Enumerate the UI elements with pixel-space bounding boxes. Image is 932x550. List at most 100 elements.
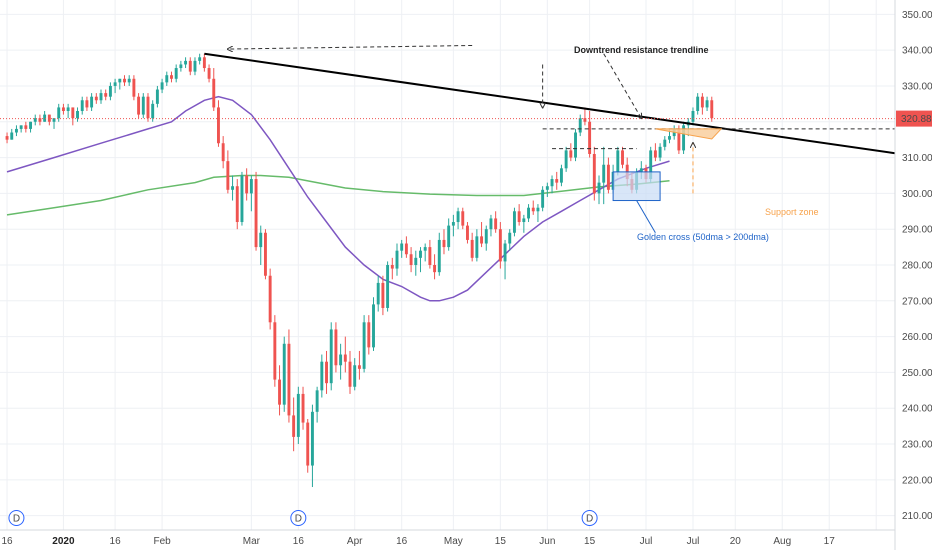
- candle-body: [433, 265, 437, 273]
- time-tick-label: Jul: [687, 536, 700, 547]
- candle-body: [677, 128, 681, 151]
- candle-body: [278, 379, 281, 405]
- candle-body: [376, 282, 380, 305]
- candle-body: [602, 164, 606, 183]
- support-zone-shape: [655, 128, 723, 140]
- candle-body: [99, 93, 103, 101]
- candle-body: [606, 164, 610, 190]
- candle-body: [550, 179, 554, 187]
- candle-body: [357, 365, 361, 369]
- candle-body: [437, 239, 441, 273]
- candle-body: [132, 78, 136, 97]
- candle-body: [38, 118, 42, 122]
- price-tick-label: 210.00: [902, 511, 932, 522]
- candle-body: [348, 361, 352, 387]
- candle-body: [212, 78, 216, 108]
- candle-body: [320, 361, 324, 391]
- candle-body: [306, 422, 310, 466]
- candle-body: [160, 82, 164, 90]
- candle-body: [310, 411, 314, 466]
- candle-body: [221, 143, 225, 162]
- candle-body: [386, 265, 390, 308]
- candle-body: [43, 114, 47, 122]
- candle-body: [71, 107, 75, 119]
- price-tick-label: 220.00: [902, 475, 932, 486]
- candle-body: [569, 150, 573, 158]
- candle-body: [296, 393, 300, 437]
- dividend-badge: [290, 510, 307, 526]
- candle-body: [668, 136, 671, 140]
- candle-body: [658, 146, 662, 158]
- candles-layer: [5, 53, 714, 488]
- candle-body: [334, 329, 338, 366]
- time-axis[interactable]: 16 2020 16 Feb Mar 16 Apr 16 May 15 Jun 15 Jul Jul 20 A…: [0, 529, 895, 547]
- candle-body: [52, 118, 56, 122]
- candle-body: [151, 103, 155, 119]
- candle-body: [494, 218, 498, 230]
- candle-body: [536, 207, 540, 212]
- candle-body: [428, 247, 432, 265]
- candle-body: [254, 179, 258, 248]
- candle-body: [456, 211, 460, 223]
- candle-body: [489, 218, 493, 230]
- candle-body: [146, 96, 150, 119]
- candle-body: [104, 93, 108, 97]
- candle-body: [545, 186, 549, 190]
- candle-body: [423, 247, 427, 251]
- downtrend-trendline: [204, 52, 896, 155]
- candle-body: [85, 100, 89, 108]
- candle-body: [480, 236, 484, 244]
- candle-body: [512, 211, 516, 233]
- candle-body: [165, 75, 169, 83]
- candle-body: [362, 322, 366, 369]
- candle-body: [705, 100, 709, 108]
- candle-body: [517, 211, 521, 223]
- price-tick-label: 340.00: [902, 46, 932, 57]
- candle-body: [498, 229, 502, 262]
- candle-body: [447, 225, 451, 248]
- candle-body: [414, 257, 418, 265]
- candle-body: [527, 207, 530, 219]
- dividend-badge: [8, 510, 25, 526]
- candle-body: [5, 136, 9, 140]
- candle-body: [484, 229, 488, 244]
- candle-body: [202, 57, 206, 69]
- time-tick-label: Jul: [640, 536, 653, 547]
- candle-body: [663, 139, 667, 147]
- candle-body: [649, 150, 653, 180]
- candle-body: [503, 243, 507, 262]
- dividend-badge: [581, 510, 598, 526]
- candle-body: [184, 60, 188, 65]
- candle-body: [616, 150, 620, 172]
- candle-body: [710, 100, 714, 119]
- candle-body: [390, 265, 394, 269]
- candle-body: [639, 168, 643, 172]
- candle-body: [592, 153, 596, 194]
- candle-body: [353, 365, 357, 387]
- trendline-arrow-right: [603, 53, 642, 118]
- candle-body: [24, 125, 28, 129]
- candle-body: [475, 236, 479, 258]
- time-tick-label: Apr: [347, 536, 363, 547]
- candle-body: [66, 107, 70, 112]
- candle-body: [559, 168, 563, 183]
- candle-body: [127, 78, 131, 83]
- candle-body: [235, 186, 239, 223]
- time-tick-label: 15: [495, 536, 507, 547]
- candle-body: [522, 218, 526, 223]
- candle-body: [10, 132, 14, 140]
- ma200-line: [6, 174, 670, 216]
- candle-body: [287, 343, 291, 416]
- candle-body: [282, 343, 286, 405]
- candle-body: [315, 390, 319, 412]
- candle-body: [461, 211, 465, 226]
- candle-body: [33, 118, 37, 122]
- candle-body: [574, 132, 577, 158]
- candle-body: [578, 118, 582, 133]
- candle-body: [367, 322, 371, 348]
- candle-body: [141, 96, 145, 115]
- candle-body: [268, 275, 272, 323]
- price-axis[interactable]: 350.00340.00330.00320.00310.00300.00290.…: [894, 0, 932, 550]
- candle-body: [207, 68, 211, 79]
